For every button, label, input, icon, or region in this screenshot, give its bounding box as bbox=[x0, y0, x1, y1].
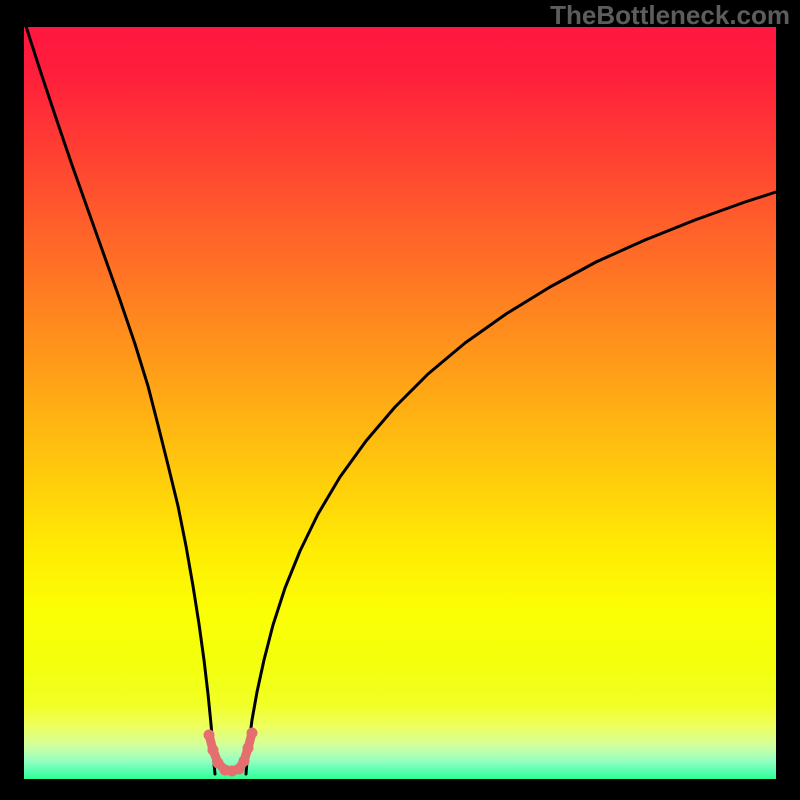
valley-glyph-dot bbox=[243, 743, 254, 754]
valley-glyph-dots bbox=[204, 728, 258, 777]
watermark: TheBottleneck.com bbox=[550, 0, 790, 31]
valley-glyph-dot bbox=[204, 730, 215, 741]
curves-svg bbox=[0, 0, 800, 800]
valley-glyph-dot bbox=[239, 756, 250, 767]
chart-container: TheBottleneck.com bbox=[0, 0, 800, 800]
curve-left-branch bbox=[24, 20, 215, 774]
valley-glyph-dot bbox=[247, 728, 258, 739]
valley-glyph-dot bbox=[208, 745, 219, 756]
curve-right-branch bbox=[246, 192, 776, 774]
